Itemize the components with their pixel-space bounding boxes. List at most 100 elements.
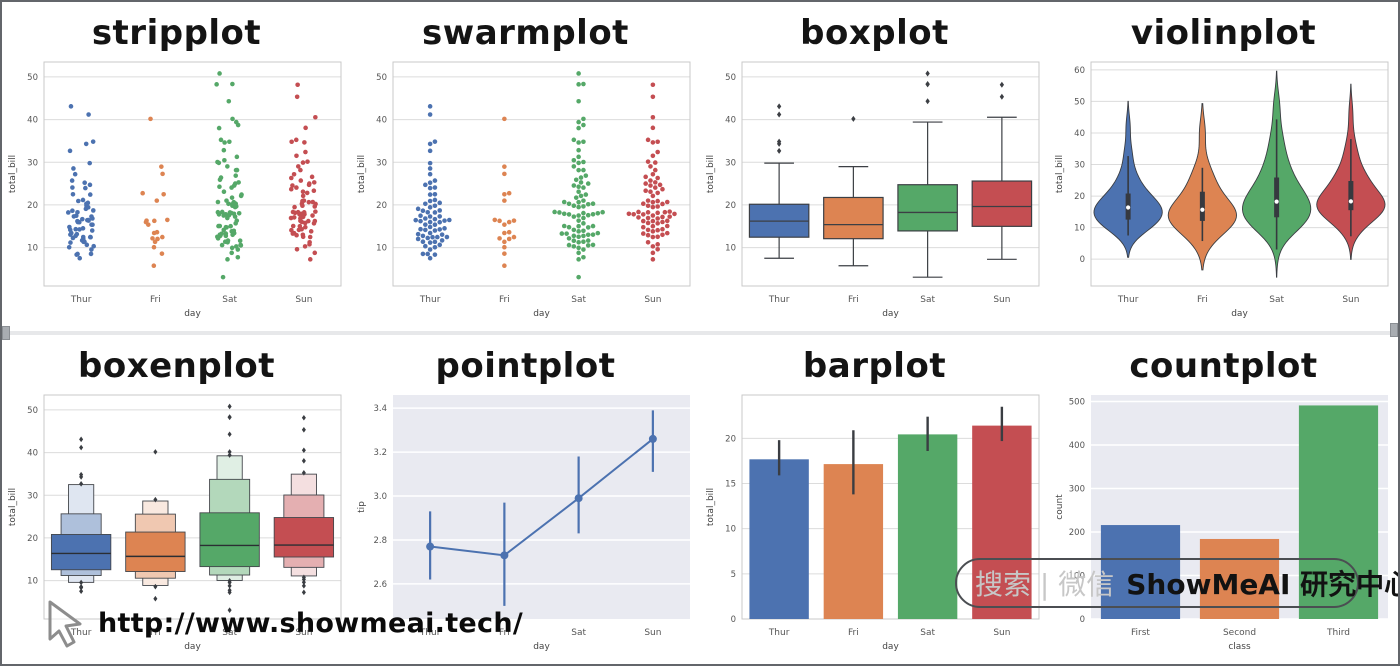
svg-text:40: 40 [376,116,387,126]
svg-text:2.6: 2.6 [373,580,387,590]
panel-swarmplot: swarmplot 10 20 30 40 50 total_bill Thur Fri Sat… [351,2,700,335]
svg-text:40: 40 [27,116,38,126]
svg-text:Sat: Sat [571,295,586,305]
svg-text:Sun: Sun [295,295,312,305]
svg-text:total_bill: total_bill [357,155,367,193]
svg-text:10: 10 [27,244,38,254]
svg-text:20: 20 [1074,192,1085,202]
svg-text:Thur: Thur [70,628,92,638]
svg-text:day: day [1231,309,1248,319]
svg-text:Sun: Sun [993,628,1010,638]
svg-text:Sat: Sat [1269,295,1284,305]
svg-text:Fri: Fri [150,295,161,305]
svg-text:5: 5 [731,570,736,580]
svg-text:Fri: Fri [499,295,510,305]
swarmplot-title: swarmplot [422,13,629,53]
svg-text:30: 30 [725,158,736,168]
svg-text:30: 30 [27,158,38,168]
svg-text:Thur: Thur [1117,295,1139,305]
svg-text:class: class [1228,642,1251,652]
svg-text:20: 20 [27,201,38,211]
countplot-title: countplot [1129,346,1318,386]
svg-text:40: 40 [27,449,38,459]
svg-text:count: count [1055,494,1065,520]
svg-text:50: 50 [27,406,38,416]
row-separator [2,331,1398,335]
svg-text:Sun: Sun [644,628,661,638]
svg-text:Sun: Sun [1342,295,1359,305]
svg-text:Thur: Thur [768,295,790,305]
boxenplot-chart: 10 20 30 40 50 total_bill Thur Fri Sat Sun day [8,394,342,652]
svg-text:Fri: Fri [499,628,510,638]
svg-text:10: 10 [376,244,387,254]
svg-text:3.2: 3.2 [373,448,387,458]
svg-text:15: 15 [725,480,736,490]
pointplot-chart: 2.6 2.8 3.0 3.2 3.4 tip Thur Fri Sat Sun day [357,395,690,652]
panel-violinplot: violinplot 0 10 20 30 40 50 60 total_bill Thur Fr… [1049,2,1398,335]
panel-stripplot: stripplot 10 20 30 40 50 total_bill Thur Fri Sat… [2,2,351,335]
boxplot-chart: 10 20 30 40 50 total_bill Thur Fri Sat Sun day [706,61,1040,319]
svg-text:Thur: Thur [70,295,92,305]
svg-text:3.4: 3.4 [373,404,387,414]
svg-text:20: 20 [27,534,38,544]
svg-text:40: 40 [725,116,736,126]
svg-text:40: 40 [1074,129,1085,139]
svg-text:10: 10 [725,525,736,535]
svg-text:100: 100 [1069,572,1085,582]
svg-text:total_bill: total_bill [706,155,716,193]
svg-text:30: 30 [1074,161,1085,171]
panel-countplot: countplot 0 100 200 300 400 500 count First Seco… [1049,335,1398,664]
svg-text:0: 0 [1080,615,1085,625]
svg-text:500: 500 [1069,398,1085,408]
svg-text:10: 10 [27,577,38,587]
svg-text:Second: Second [1223,628,1256,638]
panel-boxenplot: boxenplot 10 20 30 40 50 total_bill Thur Fri Sat… [2,335,351,664]
svg-text:day: day [184,309,201,319]
svg-text:day: day [184,642,201,652]
svg-text:0: 0 [731,615,736,625]
svg-text:Sat: Sat [571,628,586,638]
svg-text:20: 20 [376,201,387,211]
svg-text:20: 20 [725,201,736,211]
svg-text:Thur: Thur [419,628,441,638]
svg-text:total_bill: total_bill [1055,155,1065,193]
violinplot-chart: 0 10 20 30 40 50 60 total_bill Thur Fri Sat Sun day [1055,61,1389,319]
panel-pointplot: pointplot 2.6 2.8 3.0 3.2 3.4 tip Thur Fri Sat Su… [351,335,700,664]
svg-text:Fri: Fri [150,628,161,638]
svg-text:30: 30 [27,491,38,501]
svg-text:10: 10 [1074,224,1085,234]
svg-text:50: 50 [376,73,387,83]
svg-text:day: day [533,642,550,652]
stripplot-title: stripplot [91,13,262,53]
svg-text:200: 200 [1069,528,1085,538]
svg-text:50: 50 [1074,97,1085,107]
left-scroll-marker [2,326,10,340]
svg-text:20: 20 [725,434,736,444]
svg-text:day: day [882,642,899,652]
boxplot-title: boxplot [800,13,949,53]
svg-text:50: 50 [725,73,736,83]
panel-boxplot: boxplot 10 20 30 40 50 total_bill Thur Fri Sat Su… [700,2,1049,335]
pointplot-title: pointplot [435,346,616,386]
svg-text:10: 10 [725,244,736,254]
svg-text:Thur: Thur [419,295,441,305]
boxenplot-title: boxenplot [78,346,275,386]
svg-text:400: 400 [1069,441,1085,451]
svg-text:Sat: Sat [222,295,237,305]
swarmplot-chart: 10 20 30 40 50 total_bill Thur Fri Sat Sun day [357,61,691,319]
barplot-chart: 0 5 10 15 20 total_bill Thur Fri Sat Sun day [706,394,1040,652]
svg-text:50: 50 [27,73,38,83]
svg-text:tip: tip [357,501,367,513]
svg-text:Third: Third [1326,628,1350,638]
svg-text:Fri: Fri [1197,295,1208,305]
svg-text:Fri: Fri [848,295,859,305]
right-scroll-marker [1390,323,1398,337]
wechat-search-badge: 搜索 | 微信 ShowMeAI 研究中心 [955,558,1398,608]
svg-text:0: 0 [1080,255,1085,265]
svg-text:Sun: Sun [993,295,1010,305]
svg-text:Fri: Fri [848,628,859,638]
violinplot-title: violinplot [1130,13,1317,53]
svg-text:total_bill: total_bill [8,155,18,193]
